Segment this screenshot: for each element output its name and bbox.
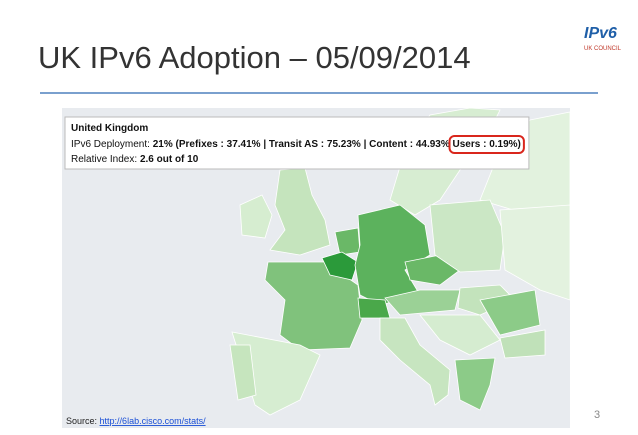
bulgaria — [499, 329, 546, 359]
austria — [384, 289, 461, 316]
belgium — [321, 251, 359, 281]
users-highlight — [448, 135, 525, 154]
page-number: 3 — [594, 409, 600, 421]
netherlands — [334, 227, 361, 256]
balkans — [419, 314, 501, 356]
deployment-value: 21% (Prefixes : 37.41% | Transit AS : 75… — [153, 139, 450, 150]
italy — [379, 317, 451, 406]
romania — [479, 289, 541, 336]
source-label: Source: — [66, 416, 97, 426]
greece — [454, 357, 496, 411]
users-value: Users : 0.19%) — [453, 139, 521, 150]
tooltip: United Kingdom IPv6 Deployment: 21% (Pre… — [64, 116, 530, 170]
index-label: Relative Index: — [71, 154, 137, 165]
united-kingdom — [269, 167, 331, 256]
tooltip-deployment: IPv6 Deployment: 21% (Prefixes : 37.41% … — [71, 139, 521, 150]
source: Source: http://6lab.cisco.com/stats/ — [66, 416, 206, 426]
tooltip-country: United Kingdom — [71, 123, 148, 134]
index-value: 2.6 out of 10 — [140, 154, 199, 165]
slide-title: UK IPv6 Adoption – 05/09/2014 — [38, 40, 471, 75]
ireland — [239, 194, 273, 239]
source-link[interactable]: http://6lab.cisco.com/stats/ — [100, 416, 207, 426]
portugal — [229, 344, 257, 401]
logo-mark: IPv6 — [584, 25, 617, 42]
logo: IPv6 UK COUNCIL — [584, 25, 622, 52]
logo-caption: UK COUNCIL — [584, 46, 622, 52]
tooltip-index: Relative Index: 2.6 out of 10 — [71, 154, 199, 165]
poland — [429, 199, 506, 273]
switzerland — [357, 297, 391, 319]
eastern-europe — [499, 204, 571, 301]
deployment-label: IPv6 Deployment: — [71, 139, 150, 150]
tooltip-box — [64, 116, 530, 170]
